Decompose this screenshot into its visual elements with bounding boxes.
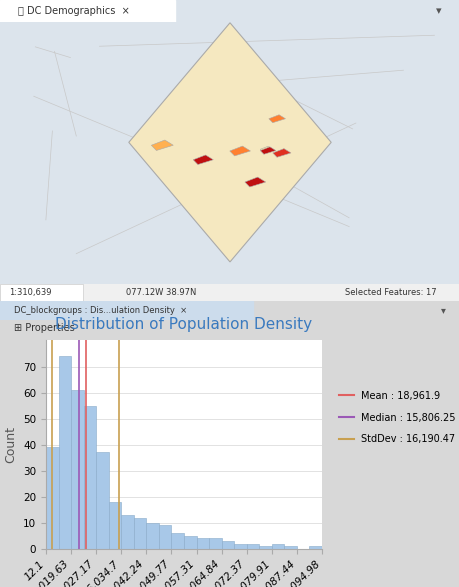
Bar xyxy=(171,533,184,549)
Text: Selected Features: 17: Selected Features: 17 xyxy=(344,288,436,297)
Bar xyxy=(121,515,134,549)
Polygon shape xyxy=(268,115,285,123)
Text: ▾: ▾ xyxy=(435,6,441,16)
Bar xyxy=(0,284,83,301)
Polygon shape xyxy=(129,23,330,262)
Text: ▾: ▾ xyxy=(440,305,445,315)
Bar xyxy=(108,502,121,549)
Bar xyxy=(158,525,171,549)
Bar xyxy=(234,544,246,549)
Polygon shape xyxy=(193,155,213,164)
Polygon shape xyxy=(230,146,250,156)
Bar xyxy=(96,453,108,549)
Text: 🗺 DC Demographics  ×: 🗺 DC Demographics × xyxy=(18,6,130,16)
Text: 077.12W 38.97N: 077.12W 38.97N xyxy=(126,288,196,297)
Polygon shape xyxy=(272,149,291,157)
Bar xyxy=(221,541,234,549)
Title: Distribution of Population Density: Distribution of Population Density xyxy=(56,318,312,332)
Text: 1:310,639: 1:310,639 xyxy=(9,288,51,297)
Bar xyxy=(84,406,96,549)
Bar xyxy=(146,523,158,549)
Bar xyxy=(309,546,321,549)
Bar xyxy=(259,546,271,549)
Bar xyxy=(71,390,84,549)
Y-axis label: Count: Count xyxy=(5,426,17,463)
Polygon shape xyxy=(260,147,275,154)
Bar xyxy=(209,538,221,549)
Bar xyxy=(46,447,58,549)
Text: DC_blockgroups : Dis...ulation Density  ×: DC_blockgroups : Dis...ulation Density × xyxy=(14,306,186,315)
Bar xyxy=(184,536,196,549)
Legend: Mean : 18,961.9, Median : 15,806.25, StdDev : 16,190.47: Mean : 18,961.9, Median : 15,806.25, Std… xyxy=(335,387,459,448)
Bar xyxy=(134,518,146,549)
Polygon shape xyxy=(244,177,265,187)
Bar xyxy=(0,301,252,320)
Bar xyxy=(271,544,284,549)
Bar xyxy=(284,546,296,549)
Bar xyxy=(196,538,209,549)
Bar xyxy=(246,544,259,549)
Bar xyxy=(0,0,174,22)
Text: ⊞ Properties: ⊞ Properties xyxy=(14,323,74,333)
Polygon shape xyxy=(260,146,272,152)
Polygon shape xyxy=(151,140,173,150)
Bar xyxy=(58,356,71,549)
